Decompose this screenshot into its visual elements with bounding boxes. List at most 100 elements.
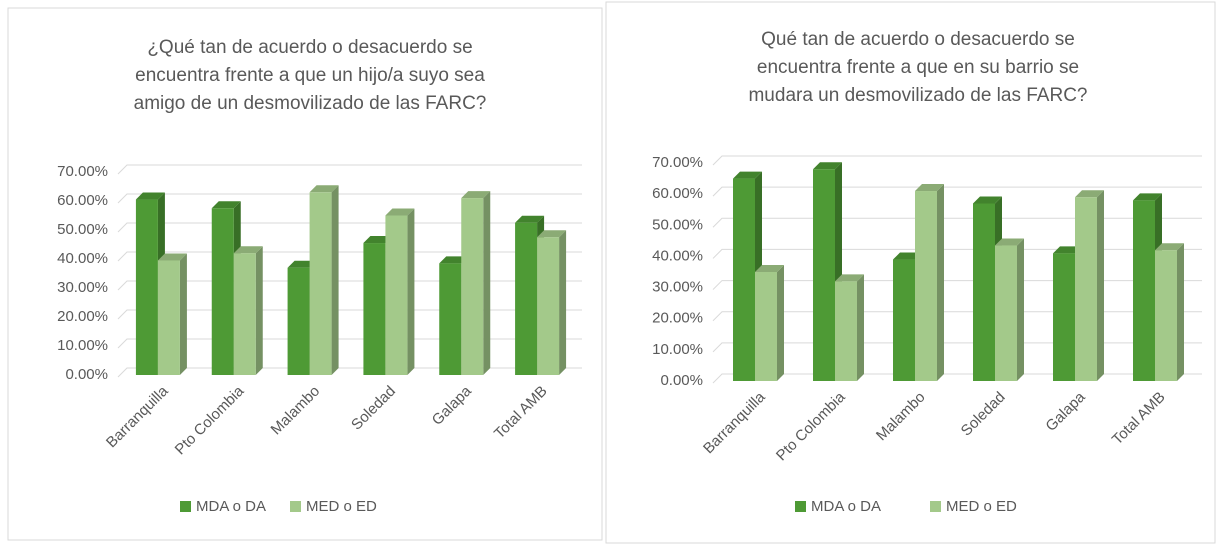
y-tick-label: 10.00% [652,341,703,358]
bar-top [1053,246,1082,254]
bar [461,198,484,375]
bar [915,191,937,381]
chart-title: encuentra frente a que un hijo/a suyo se… [135,65,485,86]
bar [1053,253,1075,381]
legend-swatch [180,501,191,512]
bar [835,281,857,381]
y-tick-label: 50.00% [652,216,703,233]
y-tick-label: 70.00% [57,163,108,180]
legend-label: MED o ED [946,498,1017,515]
grid-line [712,311,1202,322]
bar-side [483,191,491,375]
grid-line [117,222,582,233]
x-tick-label: Malambo [268,383,324,439]
bar [135,199,158,375]
chart-title: amigo de un desmovilizado de las FARC? [134,93,487,114]
y-tick-label: 30.00% [57,279,108,296]
grid-line [712,155,1202,166]
bar [973,203,995,381]
bar [995,245,1017,381]
bar-top [973,196,1002,204]
bar-top [755,265,784,272]
bar [755,272,777,381]
bar-top [287,260,317,268]
bar [439,263,462,375]
grid-line [712,186,1202,197]
bar-top [893,252,922,260]
bar [893,259,915,381]
y-tick-label: 40.00% [57,250,108,267]
grid-line [117,193,582,204]
bar [157,260,180,375]
grid-line [712,373,1202,384]
y-tick-label: 0.00% [660,372,703,389]
grid-line [712,248,1202,259]
bar-side [559,230,567,375]
grid-line [117,164,582,175]
bar-top [461,191,491,199]
y-tick-label: 40.00% [652,247,703,264]
chart-title: encuentra frente a que en su barrio se [757,57,1079,78]
y-tick-label: 50.00% [57,221,108,238]
y-tick-label: 0.00% [65,366,108,383]
x-tick-label: Soledad [348,383,399,434]
bar-top [1133,193,1162,201]
bar [1133,200,1155,381]
y-tick-label: 10.00% [57,337,108,354]
chart-title: ¿Qué tan de acuerdo o desacuerdo se [147,37,472,58]
chart-frame [605,1,1216,544]
grid-line [117,367,582,378]
legend-label: MDA o DA [811,498,881,515]
x-tick-label: Pto Colombia [773,388,849,464]
bar [515,222,538,375]
x-tick-label: Pto Colombia [172,382,248,458]
bar-side [857,274,864,381]
bar-top [135,192,165,200]
x-tick-label: Soledad [958,389,1009,440]
legend-swatch [795,501,806,512]
bar-top [813,162,842,170]
bar-top [157,253,187,261]
bar [309,192,332,375]
grid-line [117,280,582,291]
y-tick-label: 60.00% [652,185,703,202]
bar [1075,197,1097,381]
bar-side [937,184,944,381]
bar-top [363,236,393,244]
bar-top [211,201,241,209]
grid-line [117,309,582,320]
legend-label: MDA o DA [196,498,266,515]
bar-side [1017,238,1024,381]
grid-line [117,338,582,349]
chart-title: Qué tan de acuerdo o desacuerdo se [761,29,1075,50]
bar-top [537,230,567,238]
x-tick-label: Galapa [429,382,476,429]
bar [813,169,835,381]
x-tick-label: Total AMB [491,383,551,443]
bar-top [385,208,415,216]
bar-top [1075,190,1104,198]
y-tick-label: 30.00% [652,279,703,296]
bar-side [407,208,415,375]
bar [537,237,560,375]
legend-swatch [930,501,941,512]
bar-side [179,253,187,375]
chart-frame [7,7,603,541]
bar-top [515,215,545,223]
bar-top [309,185,339,193]
bar [211,208,234,375]
y-tick-label: 20.00% [57,308,108,325]
bar [385,215,408,375]
bar-top [995,238,1024,246]
bar-side [777,265,784,381]
x-tick-label: Barranquilla [700,388,769,457]
y-tick-label: 60.00% [57,192,108,209]
bar [287,267,310,375]
legend-swatch [290,501,301,512]
bar-top [915,184,944,192]
bar [233,253,256,375]
bar-side [331,185,339,375]
grid-line [712,342,1202,353]
grid-line [712,217,1202,228]
